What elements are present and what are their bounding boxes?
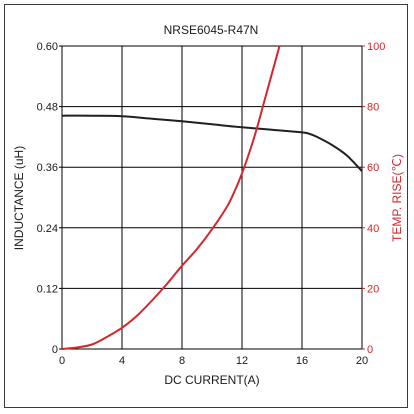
- x-tick-label: 4: [119, 355, 125, 367]
- x-tick-label: 0: [59, 355, 65, 367]
- right-axis-title: TEMP. RISE(℃): [390, 154, 404, 242]
- x-tick-label: 16: [296, 355, 308, 367]
- left-tick-label: 0.36: [37, 162, 58, 174]
- left-tick-label: 0.12: [37, 283, 58, 295]
- right-tick-label: 60: [367, 162, 379, 174]
- right-tick-label: 40: [367, 223, 379, 235]
- right-tick-label: 100: [367, 41, 385, 53]
- right-tick-label: 20: [367, 283, 379, 295]
- right-tick-label: 80: [367, 102, 379, 114]
- left-tick-label: 0.60: [37, 41, 58, 53]
- left-tick-label: 0: [52, 344, 58, 356]
- tick-labels: 0 4 8 12 16 2000.120.240.360.480.600204060801…: [37, 41, 386, 367]
- left-tick-label: 0.24: [37, 223, 58, 235]
- right-tick-label: 0: [367, 344, 373, 356]
- x-axis-title: DC CURRENT(A): [164, 373, 259, 387]
- grid: [62, 46, 362, 349]
- x-tick-label: 20: [356, 355, 368, 367]
- series-group: [61, 45, 363, 350]
- temp-rise-line: [61, 45, 281, 350]
- x-tick-label: 8: [179, 355, 185, 367]
- x-tick-label: 12: [236, 355, 248, 367]
- plot-border: [61, 45, 363, 350]
- inductance-line: [61, 114, 363, 172]
- chart-title: NRSE6045-R47N: [164, 23, 259, 37]
- left-tick-label: 0.48: [37, 102, 58, 114]
- left-axis-title: INDUCTANCE (uH): [12, 146, 26, 250]
- chart-frame: [4, 4, 408, 408]
